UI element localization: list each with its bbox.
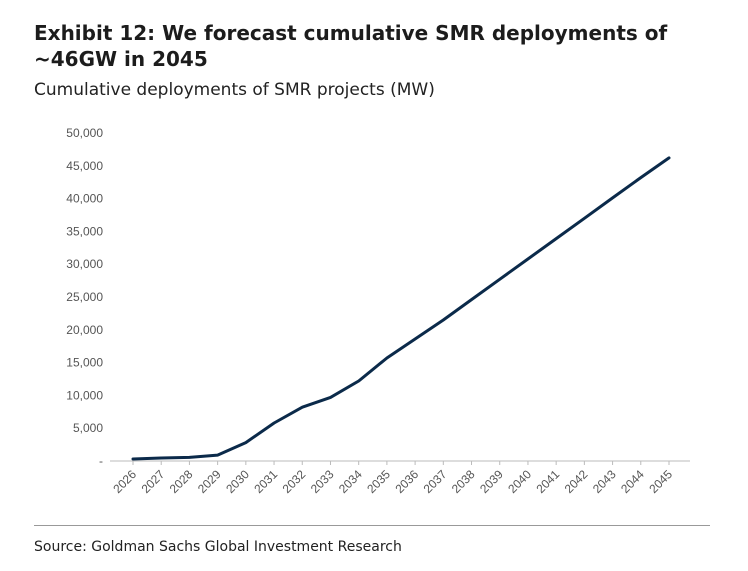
y-tick-label: 35,000 [66, 224, 103, 238]
x-tick-label: 2040 [505, 467, 534, 496]
x-tick-label: 2032 [280, 467, 309, 496]
y-tick-label: 30,000 [66, 257, 103, 271]
y-tick-label: 15,000 [66, 356, 103, 370]
divider [34, 525, 710, 526]
x-tick-label: 2037 [421, 467, 450, 496]
y-tick-label: 10,000 [66, 388, 103, 402]
x-tick-label: 2030 [223, 467, 252, 496]
y-tick-label: 45,000 [66, 159, 103, 173]
line-chart: - 5,000 10,000 15,000 20,000 25,000 30,000 35,0… [66, 126, 690, 496]
x-tick-label: 2035 [364, 467, 393, 496]
x-tick-label: 2036 [392, 467, 421, 496]
y-tick-label: - [99, 454, 103, 468]
x-tick-label: 2039 [477, 467, 506, 496]
x-tick-label: 2026 [110, 467, 139, 496]
x-tick-label: 2029 [195, 467, 224, 496]
x-tick-label: 2031 [251, 467, 280, 496]
y-tick-label: 5,000 [73, 421, 103, 435]
x-tick-label: 2038 [449, 467, 478, 496]
source-note: Source: Goldman Sachs Global Investment … [34, 539, 402, 555]
series-line [131, 156, 671, 461]
chart-subtitle: Cumulative deployments of SMR projects (… [34, 80, 435, 100]
x-tick-label: 2033 [308, 467, 337, 496]
x-tick-label: 2043 [590, 467, 619, 496]
x-tick-label: 2045 [646, 467, 675, 496]
x-tick-label: 2041 [533, 467, 562, 496]
x-tick-label: 2034 [336, 467, 365, 496]
x-tick-label: 2027 [139, 467, 168, 496]
chart-title: Exhibit 12: We forecast cumulative SMR d… [34, 21, 668, 71]
x-tick-label: 2044 [618, 467, 647, 496]
y-tick-label: 25,000 [66, 290, 103, 304]
x-tick-label: 2028 [167, 467, 196, 496]
y-tick-label: 40,000 [66, 192, 103, 206]
x-tick-label: 2042 [562, 467, 591, 496]
y-axis: - 5,000 10,000 15,000 20,000 25,000 30,000 35,0… [66, 126, 103, 468]
x-axis: 2026 2027 2028 2029 2030 2031 2032 2033 2034 2035… [110, 460, 690, 496]
y-tick-label: 20,000 [66, 323, 103, 337]
plot-area [131, 156, 671, 461]
y-tick-label: 50,000 [66, 126, 103, 140]
